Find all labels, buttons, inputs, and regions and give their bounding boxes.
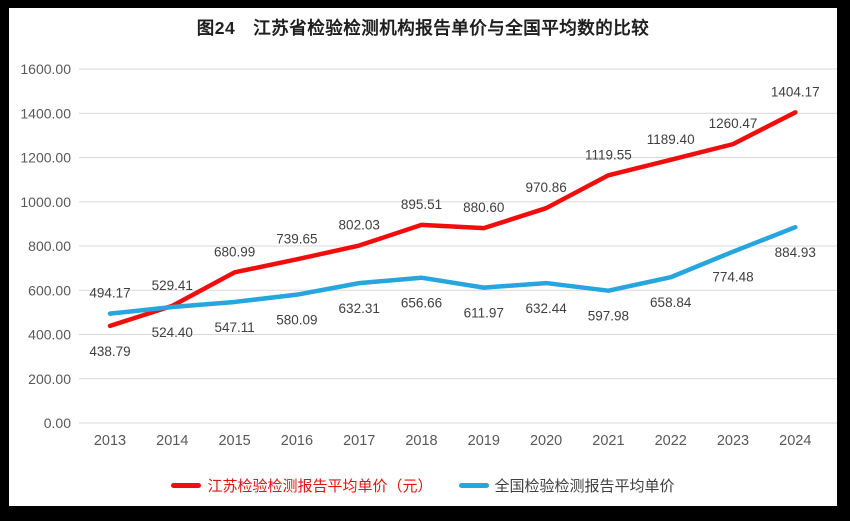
data-label: 632.31 <box>339 301 380 316</box>
chart-panel: 图24 江苏省检验检测机构报告单价与全国平均数的比较 0.00 200.00 400… <box>9 8 837 506</box>
series-line-jiangsu <box>107 110 798 329</box>
data-label: 658.84 <box>650 295 692 310</box>
data-label: 597.98 <box>588 309 629 324</box>
data-label: 632.44 <box>525 301 567 316</box>
data-label: 802.03 <box>339 218 380 233</box>
x-axis-category-label: 2014 <box>156 433 188 449</box>
y-axis-tick-label: 800.00 <box>28 238 71 254</box>
legend-label-jiangsu: 江苏检验检测报告平均单价（元） <box>207 478 433 495</box>
x-axis-category-label: 2016 <box>281 433 313 449</box>
y-axis-tick-label: 400.00 <box>28 327 71 343</box>
y-axis-tick-label: 1000.00 <box>20 194 71 210</box>
chart-title: 图24 江苏省检验检测机构报告单价与全国平均数的比较 <box>196 18 650 38</box>
legend-swatch-national <box>458 483 489 488</box>
data-label: 547.11 <box>214 320 254 335</box>
data-label: 1404.17 <box>771 84 820 99</box>
legend-swatch-jiangsu <box>171 483 202 488</box>
y-axis-tick-label: 1600.00 <box>20 61 71 77</box>
y-axis-tick-label: 600.00 <box>28 282 71 298</box>
y-axis-tick-label: 1200.00 <box>20 150 71 166</box>
legend: 江苏检验检测报告平均单价（元） 全国检验检测报告平均单价 <box>9 475 837 496</box>
data-label: 680.99 <box>214 244 255 259</box>
data-label: 774.48 <box>712 270 753 285</box>
x-axis-category-label: 2019 <box>468 433 500 449</box>
y-axis-tick-label: 1400.00 <box>20 105 71 121</box>
legend-item-national: 全国检验检测报告平均单价 <box>458 475 675 496</box>
data-label: 895.51 <box>401 197 442 212</box>
legend-label-national: 全国检验检测报告平均单价 <box>494 478 675 495</box>
x-axis-category-label: 2015 <box>218 433 250 449</box>
data-label: 739.65 <box>276 231 317 246</box>
data-label: 880.60 <box>463 200 504 215</box>
data-label: 1119.55 <box>585 147 632 162</box>
legend-item-jiangsu: 江苏检验检测报告平均单价（元） <box>171 475 433 496</box>
x-axis-category-label: 2018 <box>405 433 437 449</box>
x-axis-category-label: 2023 <box>717 433 749 449</box>
x-axis-category-label: 2013 <box>94 433 126 449</box>
data-label: 1189.40 <box>647 132 695 147</box>
y-axis-tick-label: 0.00 <box>44 415 71 431</box>
y-axis-tick-label: 200.00 <box>28 371 71 387</box>
x-axis-category-label: 2022 <box>655 433 687 449</box>
line-chart: 0.00 200.00 400.00 600.00 800.00 1000.00 1200.… <box>20 61 837 449</box>
data-label: 884.93 <box>775 245 816 260</box>
data-label: 524.40 <box>152 325 193 340</box>
data-label: 494.17 <box>89 286 130 301</box>
x-axis-category-label: 2024 <box>779 433 811 449</box>
data-label: 1260.47 <box>709 116 758 131</box>
x-axis-category-label: 2017 <box>343 433 375 449</box>
data-label: 438.79 <box>89 344 130 359</box>
data-label: 611.97 <box>464 306 504 321</box>
data-label: 529.41 <box>152 278 193 293</box>
data-label: 970.86 <box>525 180 566 195</box>
data-label: 656.66 <box>401 296 442 311</box>
data-label: 580.09 <box>276 313 317 328</box>
x-axis-category-label: 2020 <box>530 433 562 449</box>
x-axis-category-label: 2021 <box>592 433 624 449</box>
series-line-national <box>107 224 798 316</box>
